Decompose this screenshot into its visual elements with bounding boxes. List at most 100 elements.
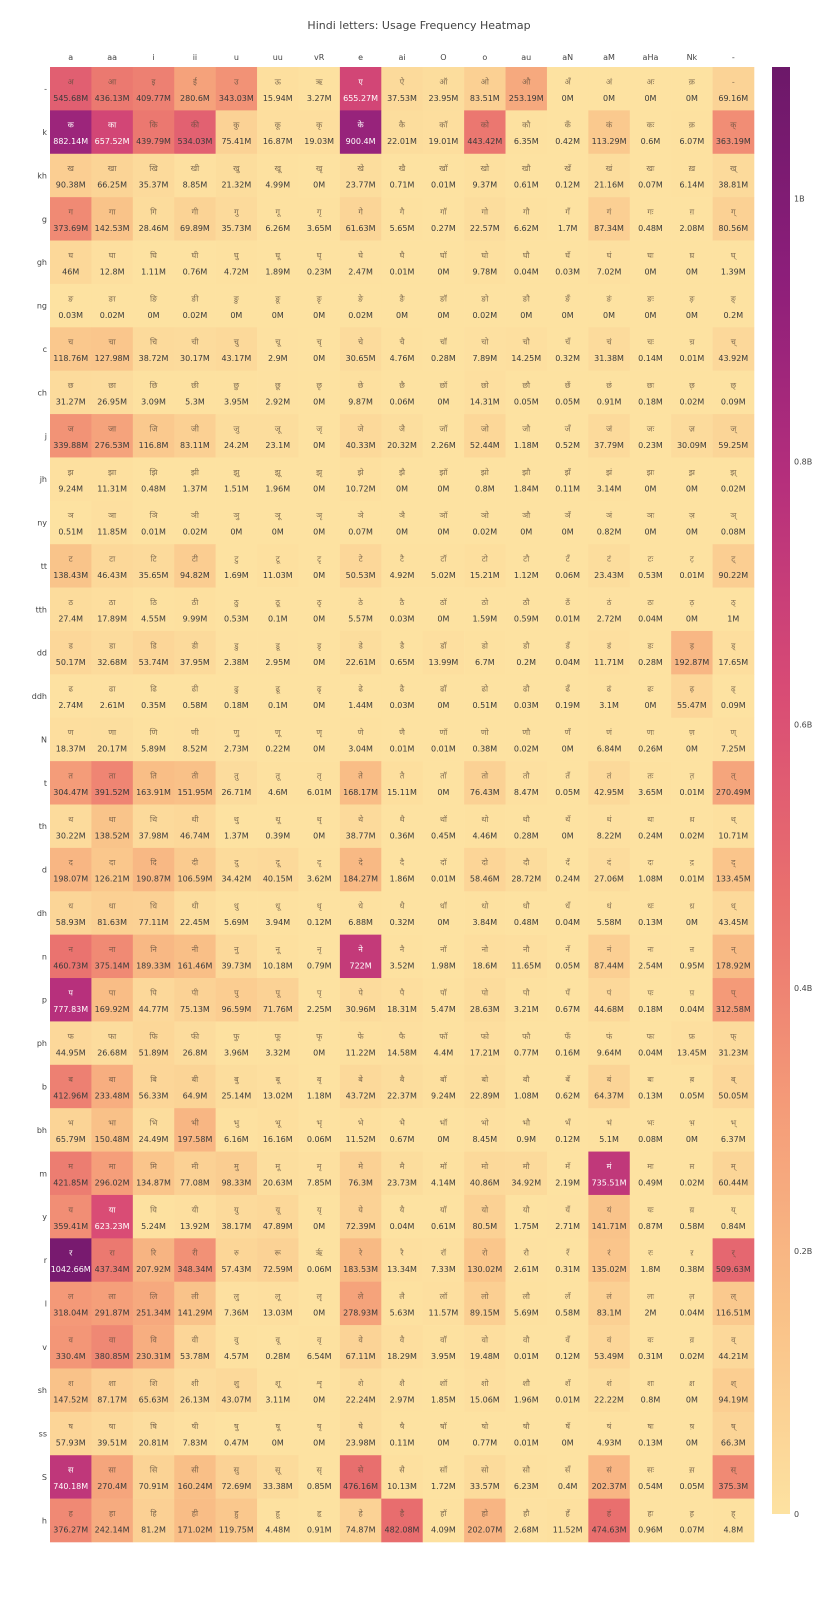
cell-value-label: 13.34M (387, 1265, 417, 1274)
heatmap-cell (174, 457, 216, 502)
heatmap-cell (132, 544, 175, 588)
heatmap-cell (91, 240, 134, 285)
cell-value-label: 35.65M (139, 571, 169, 580)
cell-glyph-label: ठू (275, 598, 281, 608)
heatmap-cell (588, 1455, 631, 1499)
cell-value-label: 0.67M (555, 1005, 580, 1014)
cell-glyph-label: जो (481, 423, 490, 433)
heatmap-cell (464, 1021, 506, 1066)
cell-glyph-label: वू (276, 1335, 282, 1345)
cell-glyph-label: जृ (316, 424, 323, 434)
cell-value-label: 0.38M (472, 745, 497, 754)
heatmap-cell (505, 1498, 548, 1543)
cell-value-label: 1.44M (348, 701, 373, 710)
heatmap-cell (91, 153, 134, 198)
cell-value-label: 0.02M (100, 311, 125, 320)
heatmap-cell (298, 674, 341, 719)
cell-glyph-label: सा (108, 1466, 116, 1475)
cell-glyph-label: धा (109, 902, 117, 911)
y-tick-label: c (43, 345, 47, 354)
heatmap-cell (339, 1064, 382, 1109)
cell-glyph-label: ध (68, 902, 74, 911)
cell-glyph-label: ङु (233, 294, 240, 304)
cell-glyph-label: ठु (234, 598, 239, 608)
cell-value-label: 0.01M (680, 788, 705, 797)
heatmap-cell (712, 414, 755, 458)
cell-glyph-label: गी (192, 207, 200, 217)
cell-glyph-label: सि (150, 1465, 158, 1475)
cell-value-label: 58.93M (56, 918, 86, 927)
cell-glyph-label: भ (68, 1119, 74, 1128)
cell-glyph-label: क़ (689, 121, 696, 130)
cell-value-label: 0M (313, 484, 325, 493)
cell-glyph-label: लृ (316, 1292, 322, 1302)
heatmap-cell (132, 414, 175, 458)
cell-value-label: 9.64M (597, 1048, 622, 1057)
cell-glyph-label: वॉ (440, 1335, 447, 1344)
cell-glyph-label: ह् (731, 1509, 736, 1520)
cell-value-label: 147.52M (53, 1395, 88, 1404)
heatmap-cell (629, 1455, 672, 1499)
heatmap-cell (257, 1325, 299, 1369)
cell-value-label: 0M (562, 745, 574, 754)
cell-value-label: 2.92M (265, 398, 290, 407)
heatmap-cell (91, 544, 134, 588)
cell-glyph-label: सं (606, 1466, 612, 1475)
heatmap-cell (50, 1151, 92, 1196)
cell-glyph-label: झृ (316, 468, 323, 478)
cell-glyph-label: गू (276, 208, 283, 218)
cell-glyph-label: झं (606, 468, 613, 477)
heatmap-cell (464, 1194, 506, 1239)
cell-glyph-label: ले (358, 1291, 364, 1301)
heatmap-cell (91, 1194, 134, 1239)
heatmap-cell (671, 544, 713, 588)
heatmap-cell (174, 327, 216, 371)
cell-value-label: 1.7M (558, 224, 578, 233)
cell-glyph-label: डो (481, 640, 489, 650)
heatmap-cell (546, 1238, 589, 1283)
cell-glyph-label: गै (400, 207, 405, 217)
heatmap-cell (505, 110, 548, 155)
cell-value-label: 7.83M (183, 1439, 208, 1448)
cell-value-label: 363.19M (716, 137, 751, 146)
heatmap-cell (339, 804, 382, 849)
cell-glyph-label: चा (109, 338, 117, 347)
cell-glyph-label: ठँ (565, 597, 570, 607)
cell-value-label: 0.67M (390, 1135, 415, 1144)
heatmap-cell (50, 1064, 92, 1109)
cell-value-label: 31.27M (56, 398, 86, 407)
heatmap-cell (546, 934, 589, 979)
heatmap-cell (505, 1021, 548, 1066)
cell-glyph-label: वै (400, 1334, 405, 1344)
cell-glyph-label: ठ (68, 598, 73, 607)
cell-glyph-label: शे (358, 1378, 364, 1388)
cell-value-label: 0.05M (555, 398, 580, 407)
heatmap-cell (588, 240, 631, 285)
cell-glyph-label: कौ (522, 120, 531, 130)
cell-value-label: 0.48M (514, 918, 539, 927)
cell-glyph-label: घः (647, 251, 654, 260)
heatmap-cell (464, 1498, 506, 1543)
y-tick-label: y (42, 1213, 47, 1222)
heatmap-cell (257, 414, 299, 458)
cell-value-label: 5.69M (224, 918, 249, 927)
heatmap-cell (546, 1498, 589, 1543)
heatmap-cell (629, 370, 672, 415)
cell-value-label: 0.51M (58, 528, 83, 537)
cell-glyph-label: मी (192, 1161, 200, 1171)
cell-value-label: 38.77M (346, 831, 376, 840)
cell-value-label: 21.32M (221, 181, 251, 190)
cell-value-label: 118.76M (53, 354, 88, 363)
cell-glyph-label: बो (482, 1074, 490, 1084)
cell-glyph-label: भं (606, 1119, 612, 1128)
cell-glyph-label: वा (109, 1335, 116, 1344)
heatmap-cell (381, 891, 424, 935)
cell-value-label: 0.96M (638, 1525, 663, 1534)
heatmap-cell (298, 414, 341, 458)
cell-value-label: 3.62M (307, 875, 332, 884)
cell-value-label: 20.81M (139, 1439, 169, 1448)
y-tick-label: sh (38, 1386, 47, 1395)
cell-glyph-label: घौ (523, 250, 531, 260)
heatmap-cell (215, 587, 258, 632)
heatmap-cell (588, 414, 631, 458)
